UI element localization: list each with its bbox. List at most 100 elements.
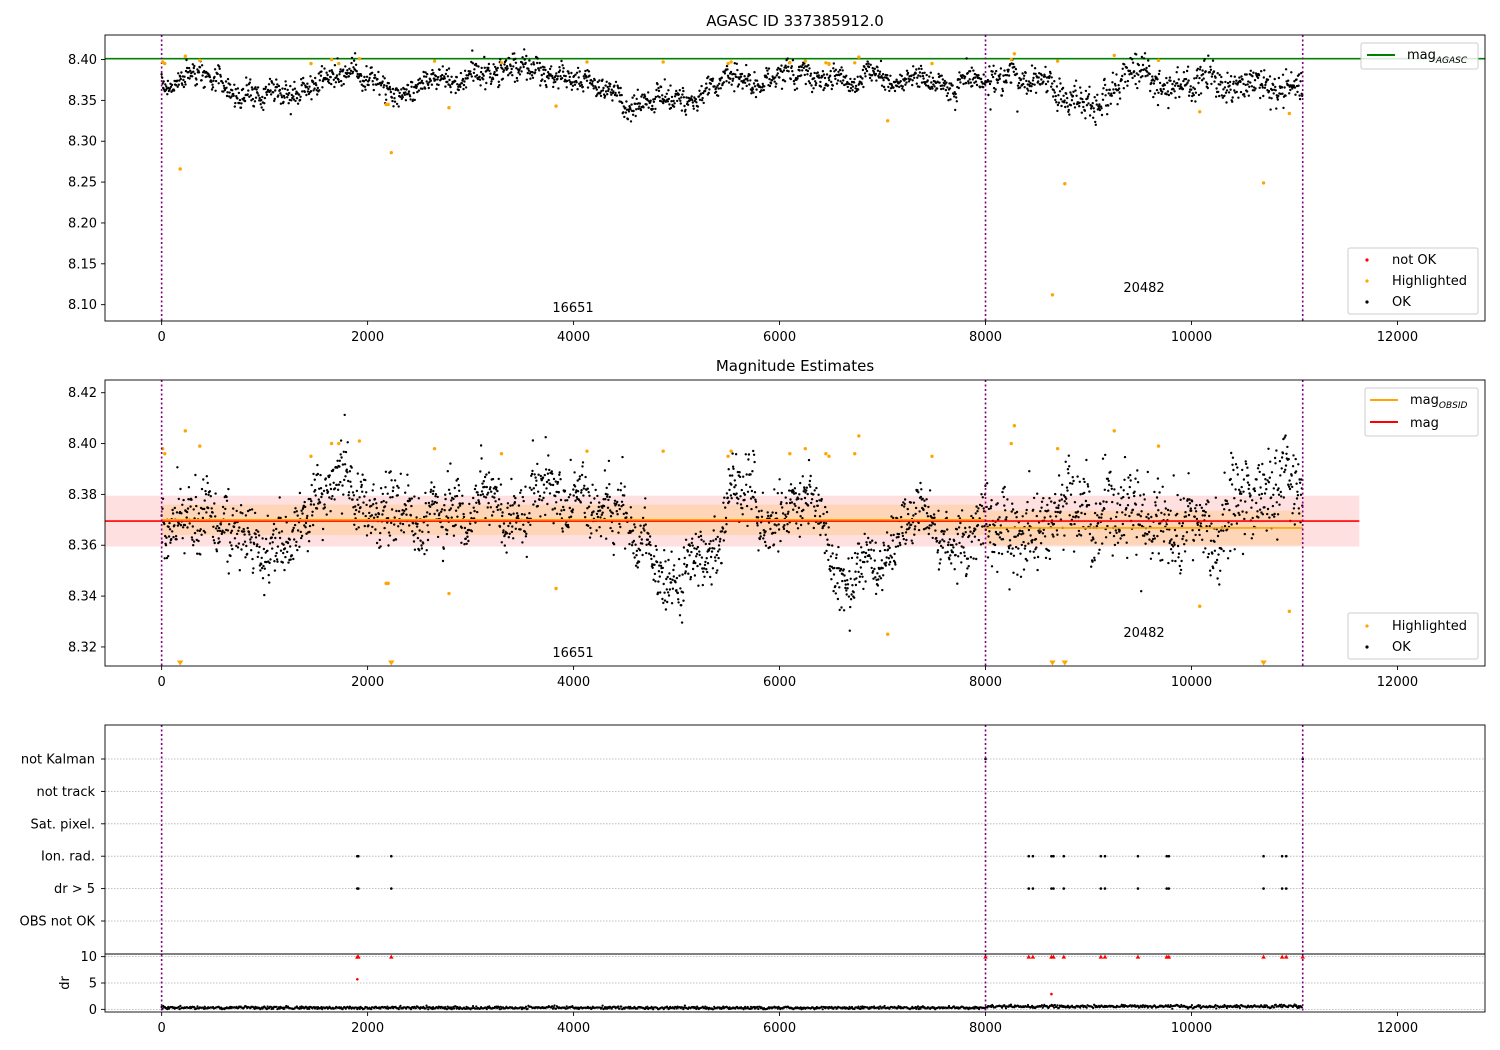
ok-point (517, 71, 520, 74)
ok-point (449, 462, 452, 465)
ok-point (480, 66, 483, 70)
ok-point (822, 512, 825, 516)
ok-point (803, 486, 806, 489)
ok-point (719, 537, 722, 541)
ok-point (193, 531, 197, 535)
ok-point (386, 517, 390, 520)
ok-point (1019, 552, 1022, 555)
ok-point (571, 81, 574, 84)
ok-point (260, 556, 263, 560)
ok-point (1281, 92, 1284, 95)
ok-point (237, 91, 241, 95)
ok-point (645, 543, 648, 546)
ok-point (930, 81, 933, 84)
highlighted-point (329, 57, 334, 62)
ok-point (481, 493, 485, 496)
ok-point (270, 81, 274, 84)
ok-point (1124, 513, 1127, 516)
ok-point (1179, 498, 1182, 501)
highlighted-point (1009, 441, 1013, 446)
ok-point (1060, 104, 1063, 108)
ok-point (982, 542, 985, 545)
ok-point (810, 90, 814, 94)
ok-point (1070, 93, 1073, 96)
ok-point (1081, 503, 1084, 507)
ok-point (298, 491, 302, 495)
ok-point (1110, 487, 1114, 490)
ok-point (314, 76, 317, 80)
ok-point (667, 97, 671, 101)
ok-point (845, 593, 848, 596)
ok-point (223, 531, 226, 534)
ok-point (602, 504, 606, 508)
ok-point (682, 599, 685, 602)
ok-point (1180, 559, 1183, 563)
ok-point (233, 537, 237, 540)
ok-point (181, 83, 184, 87)
ok-point (561, 70, 565, 73)
ok-point (742, 475, 745, 478)
ok-point (740, 80, 743, 83)
ok-point (731, 474, 734, 477)
ok-point (407, 484, 410, 487)
ok-point (1215, 87, 1218, 90)
ok-point (1058, 90, 1062, 93)
ok-point (1182, 71, 1186, 74)
ok-point (1298, 94, 1301, 97)
ok-point (795, 87, 799, 90)
ok-point (561, 64, 564, 67)
ok-point (483, 475, 487, 479)
ok-point (307, 497, 310, 501)
ok-point (582, 75, 585, 78)
ok-point (429, 79, 432, 83)
ok-point (543, 66, 546, 69)
ok-point (926, 515, 930, 518)
ok-point (549, 73, 552, 76)
ok-point (1139, 494, 1142, 497)
ok-point (1226, 71, 1229, 75)
ok-point (832, 573, 836, 576)
ok-point (335, 76, 338, 79)
ok-point (446, 80, 449, 84)
ok-point (608, 85, 611, 88)
ok-point (1007, 74, 1011, 77)
ok-point (815, 486, 818, 490)
ok-point (595, 529, 598, 532)
ok-point (1095, 103, 1099, 106)
ok-point (812, 526, 815, 530)
ok-point (429, 490, 432, 494)
ok-point (938, 562, 941, 565)
ok-point (557, 87, 560, 90)
ok-point (729, 77, 732, 81)
ok-point (298, 545, 301, 548)
ok-point (353, 512, 356, 516)
ok-point (261, 95, 264, 99)
ok-point (465, 531, 469, 535)
ok-point (317, 498, 320, 501)
ok-point (825, 73, 829, 76)
ok-point (312, 503, 316, 506)
ok-point (1274, 89, 1277, 92)
ok-point (1270, 88, 1274, 92)
ok-point (1224, 80, 1227, 84)
ok-point (1157, 509, 1160, 512)
ok-point (316, 93, 319, 96)
ok-point (911, 542, 914, 545)
ok-point (536, 61, 539, 65)
ok-point (345, 468, 348, 471)
ok-point (262, 564, 265, 568)
ok-point (831, 84, 834, 87)
ok-point (663, 98, 666, 102)
ok-point (1103, 488, 1107, 491)
ok-point (991, 75, 995, 79)
ok-point (918, 85, 921, 89)
magnitude-panel: Magnitude Estimates 0 2000 4000 6000 8000 100… (68, 357, 1486, 690)
ok-point (831, 544, 834, 547)
ok-point (1262, 94, 1265, 98)
ok-point (452, 497, 455, 501)
ok-point (1148, 72, 1151, 76)
ok-point (852, 591, 855, 594)
ok-point (1063, 500, 1067, 503)
ok-point (264, 537, 268, 541)
ok-point (470, 530, 474, 533)
